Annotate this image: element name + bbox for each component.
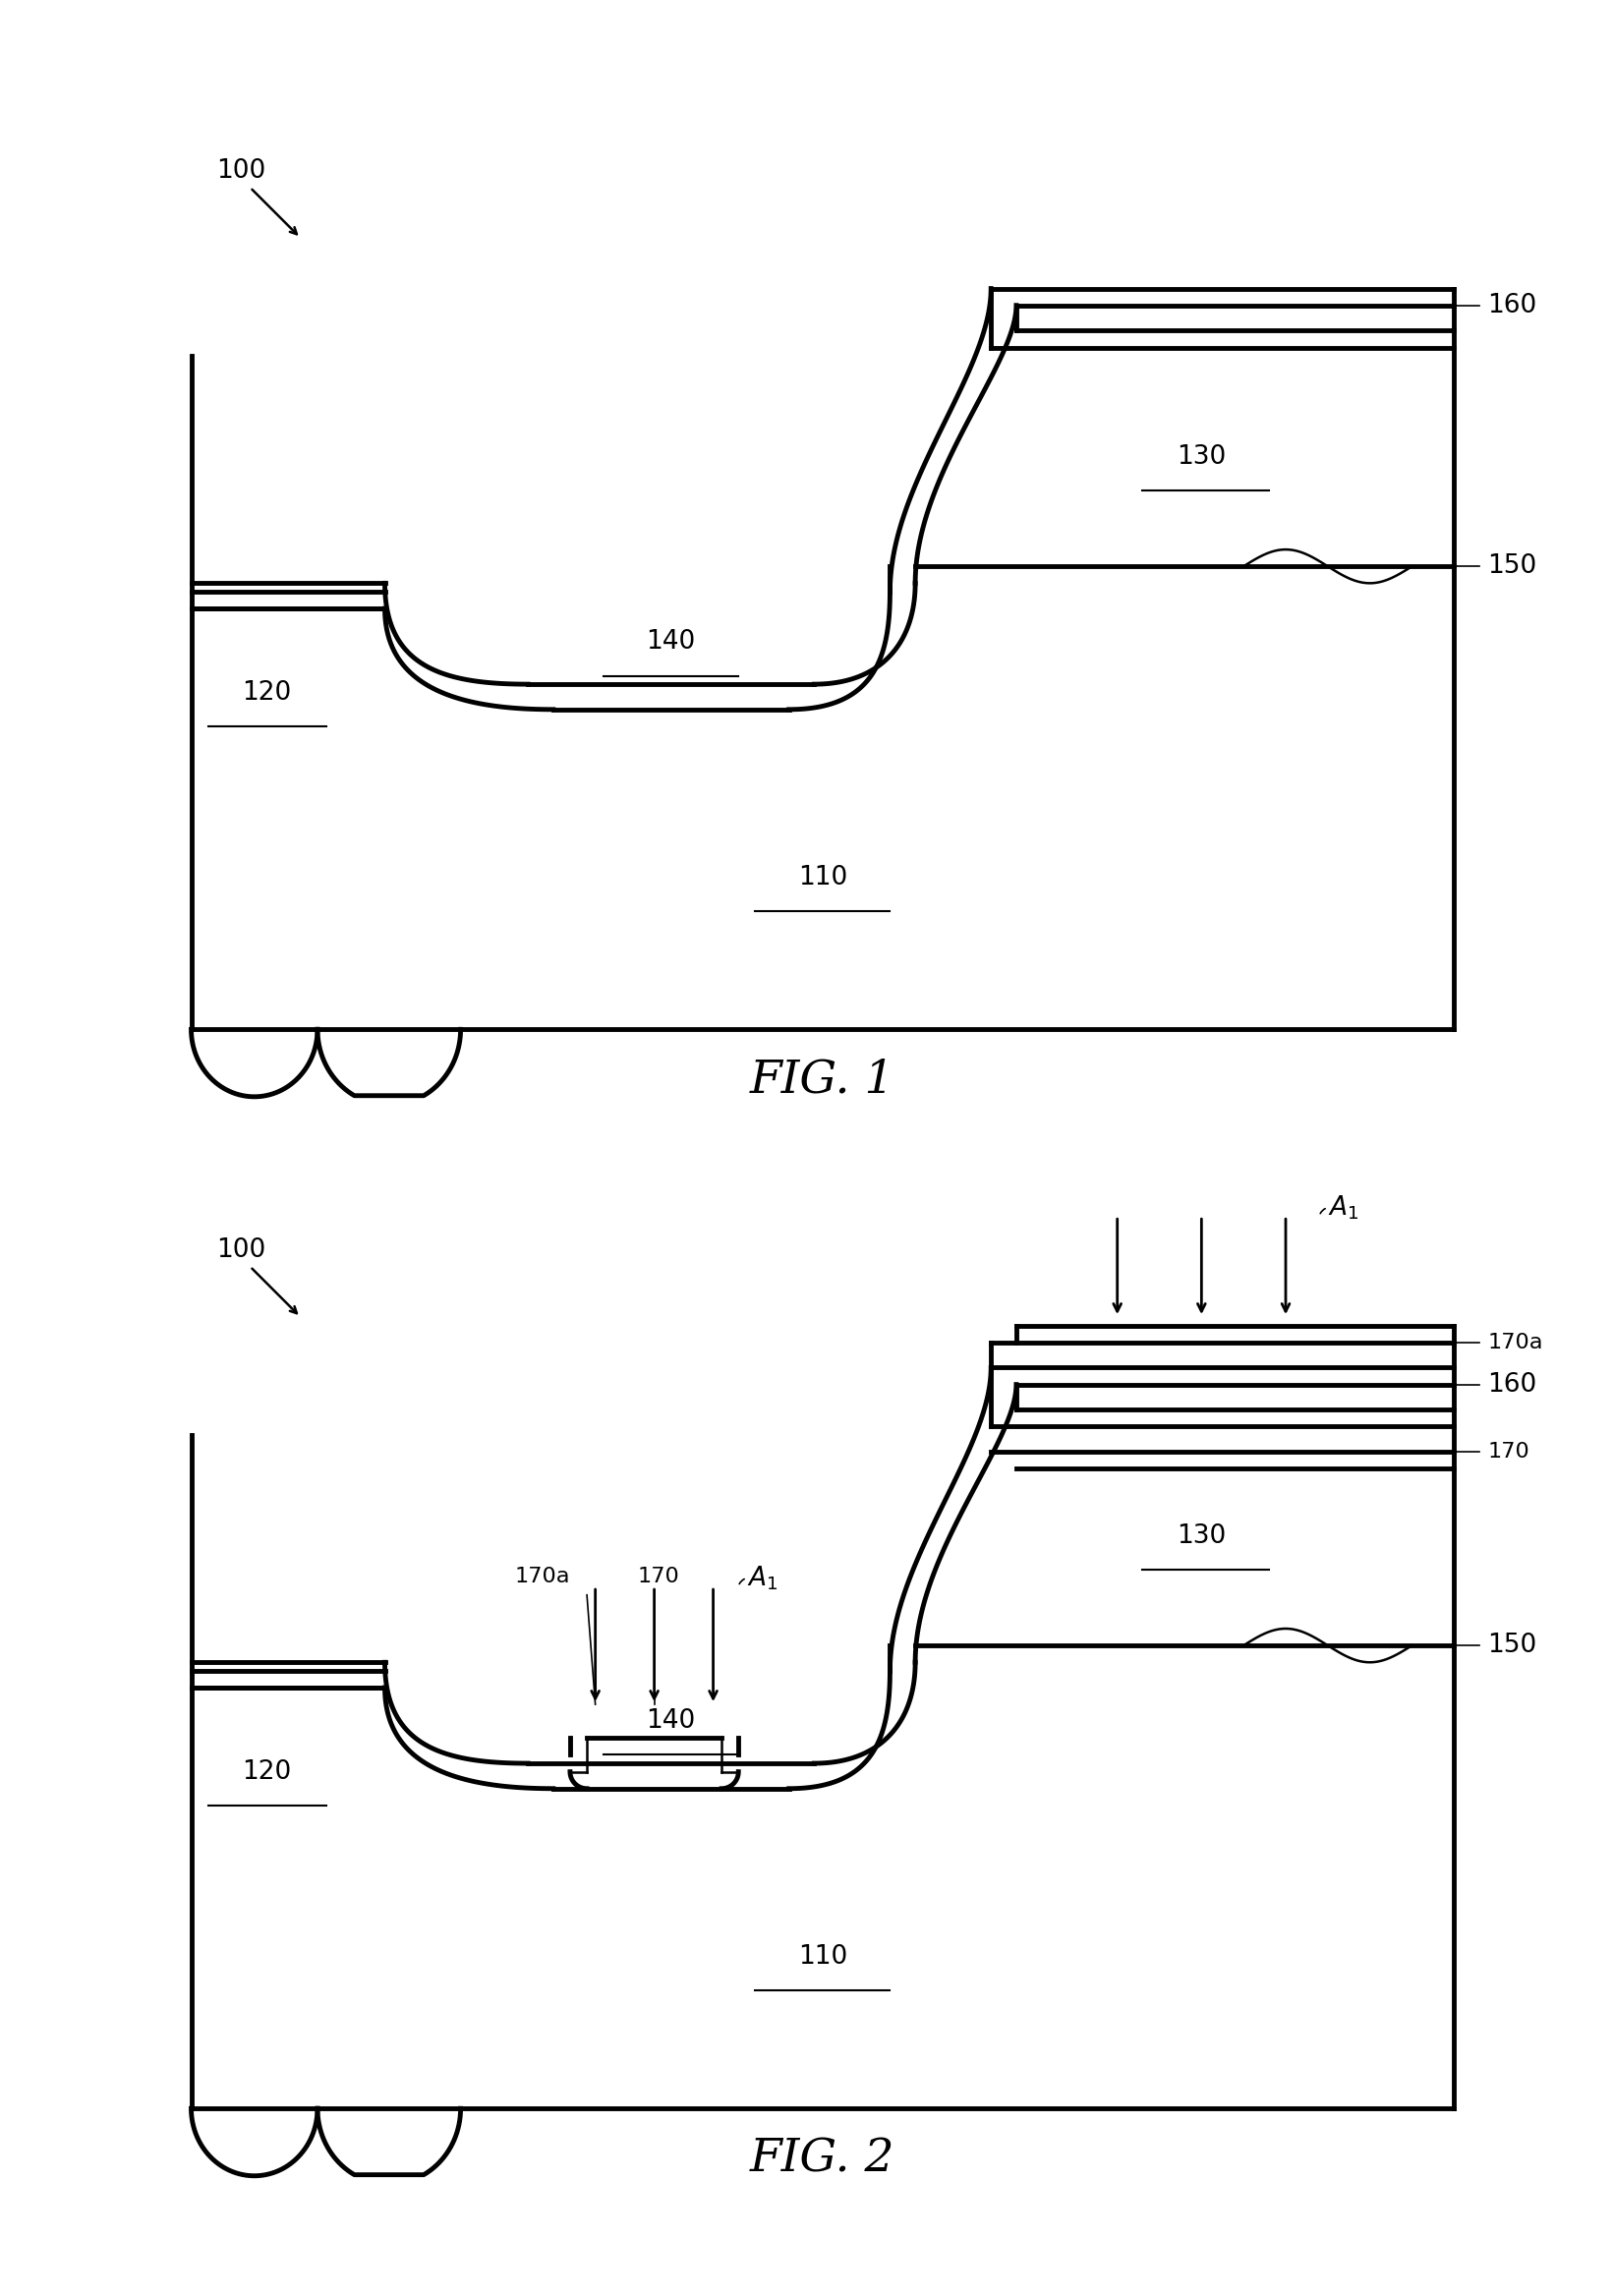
Text: 120: 120 xyxy=(242,1759,292,1784)
Text: 140: 140 xyxy=(647,1708,695,1733)
Text: 150: 150 xyxy=(1487,553,1537,579)
Text: 150: 150 xyxy=(1487,1632,1537,1658)
Text: FIG. 1: FIG. 1 xyxy=(750,1058,895,1102)
Text: 100: 100 xyxy=(216,1238,266,1263)
Text: 170: 170 xyxy=(637,1566,679,1587)
Text: 130: 130 xyxy=(1177,1522,1226,1550)
Text: 110: 110 xyxy=(798,866,847,891)
Text: 130: 130 xyxy=(1177,443,1226,471)
Text: $A_1$: $A_1$ xyxy=(747,1564,777,1591)
Text: 170a: 170a xyxy=(1487,1332,1544,1352)
Text: 120: 120 xyxy=(242,680,292,705)
Text: 160: 160 xyxy=(1487,1371,1537,1398)
Text: $A_1$: $A_1$ xyxy=(1327,1194,1358,1221)
Text: 170a: 170a xyxy=(515,1566,569,1587)
Text: 140: 140 xyxy=(647,629,695,654)
Text: FIG. 2: FIG. 2 xyxy=(750,2138,895,2181)
Text: 170: 170 xyxy=(1487,1442,1529,1463)
Text: 110: 110 xyxy=(798,1945,847,1970)
Text: 160: 160 xyxy=(1487,292,1537,319)
Text: 100: 100 xyxy=(216,158,266,184)
